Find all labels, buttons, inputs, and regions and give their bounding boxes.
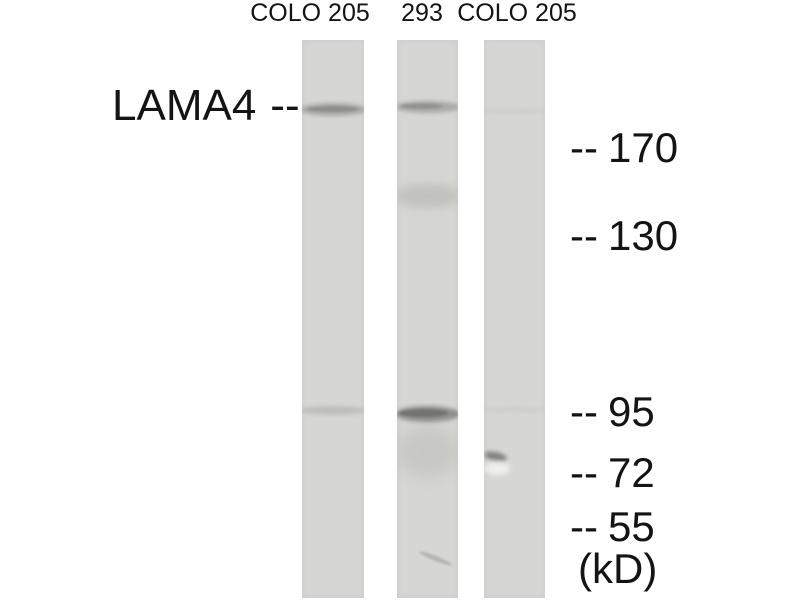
mw-marker-170: -- 170 <box>570 127 678 169</box>
mw-marker-95: -- 95 <box>570 391 655 433</box>
target-label-row: LAMA4 -- <box>112 84 300 128</box>
marker-value: 72 <box>607 449 655 496</box>
protein-band <box>399 409 449 417</box>
protein-band <box>302 406 364 415</box>
marker-value: 95 <box>607 388 655 435</box>
protein-band <box>484 462 510 475</box>
lane-label-colo205-left: COLO 205 <box>250 0 370 27</box>
protein-band <box>484 407 545 412</box>
marker-value: 130 <box>607 212 679 259</box>
mw-marker-72: -- 72 <box>570 452 655 494</box>
marker-value: 170 <box>607 124 679 171</box>
protein-band <box>418 549 454 568</box>
protein-band <box>306 106 360 112</box>
target-protein-label: LAMA4 <box>112 81 257 130</box>
marker-dash: -- <box>570 388 598 435</box>
marker-dash: -- <box>570 449 598 496</box>
protein-band <box>397 426 458 478</box>
marker-dash: -- <box>570 212 598 259</box>
mw-marker-130: -- 130 <box>570 215 678 257</box>
protein-band <box>397 184 458 208</box>
protein-band <box>302 103 364 116</box>
gel-lane-2 <box>397 40 458 598</box>
gel-lane-3 <box>484 40 545 598</box>
marker-dash: -- <box>570 503 598 550</box>
protein-band <box>397 101 458 113</box>
lane-label-colo205-right: COLO 205 <box>457 0 577 27</box>
protein-band <box>400 103 443 109</box>
protein-band <box>484 108 545 114</box>
lane-label-293: 293 <box>401 0 443 27</box>
marker-dash: -- <box>570 124 598 171</box>
kd-unit-label: (kD) <box>578 545 658 592</box>
gel-lane-1 <box>302 40 364 598</box>
marker-value: 55 <box>607 503 655 550</box>
mw-marker-55: -- 55 <box>570 506 655 548</box>
target-pointer-dashes: -- <box>270 81 300 130</box>
protein-band <box>397 406 458 422</box>
